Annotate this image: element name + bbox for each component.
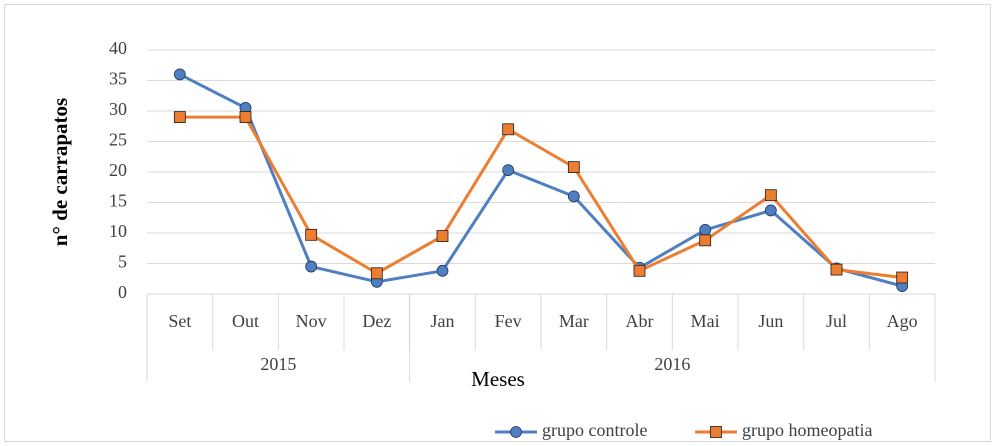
data-point <box>173 111 186 123</box>
legend-label: grupo homeopatia <box>742 420 872 440</box>
y-tick-label: 15 <box>109 191 127 211</box>
x-tick-label: Jul <box>826 311 847 331</box>
y-tick-label: 20 <box>109 160 127 180</box>
chart-border <box>4 4 991 442</box>
data-point <box>567 161 580 174</box>
y-tick-label: 10 <box>109 221 127 241</box>
data-point <box>567 190 580 203</box>
y-tick-label: 30 <box>109 99 127 119</box>
y-tick-label: 40 <box>109 38 127 58</box>
data-point <box>502 123 515 136</box>
y-axis-title: n° de carrapatos <box>48 98 72 246</box>
y-tick-label: 5 <box>118 252 127 272</box>
data-point <box>633 264 646 277</box>
data-point <box>830 263 843 276</box>
data-point <box>896 271 909 284</box>
data-point <box>370 267 383 280</box>
data-point <box>699 234 712 247</box>
x-tick-label: Jan <box>431 311 455 331</box>
data-point <box>239 111 252 123</box>
legend-marker <box>710 426 722 438</box>
x-tick-label: Fev <box>495 311 522 331</box>
legend-marker <box>510 426 522 438</box>
data-point <box>436 264 449 277</box>
x-group-label: 2015 <box>260 354 296 374</box>
data-point <box>699 224 712 236</box>
y-tick-label: 0 <box>118 282 127 302</box>
series-line <box>179 73 903 288</box>
data-point <box>764 189 777 202</box>
x-axis-title: Meses <box>471 367 525 391</box>
y-tick-label: 35 <box>109 69 127 89</box>
series-line <box>179 115 903 280</box>
x-group-label: 2016 <box>654 354 690 374</box>
x-tick-label: Ago <box>887 311 918 331</box>
x-tick-label: Mai <box>691 311 720 331</box>
x-tick-label: Dez <box>362 311 391 331</box>
x-tick-label: Out <box>232 311 259 331</box>
x-tick-label: Mar <box>559 311 589 331</box>
data-point <box>305 260 318 273</box>
data-point <box>173 68 186 81</box>
y-tick-label: 25 <box>109 130 127 150</box>
data-point <box>305 228 318 241</box>
data-point <box>436 230 449 242</box>
legend-label: grupo controle <box>542 420 647 440</box>
x-tick-label: Set <box>168 311 191 331</box>
x-tick-label: Abr <box>626 311 654 331</box>
data-point <box>764 204 777 217</box>
x-tick-label: Nov <box>296 311 327 331</box>
x-tick-label: Jun <box>758 311 783 331</box>
data-point <box>502 164 515 177</box>
